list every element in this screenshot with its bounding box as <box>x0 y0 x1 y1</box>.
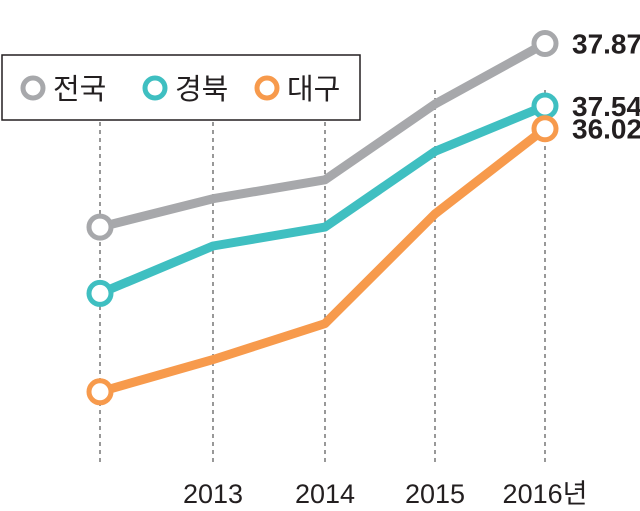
series-line-daegu <box>95 124 550 397</box>
legend-label-national: 전국 <box>53 72 106 106</box>
legend-label-daegu: 대구 <box>287 72 340 106</box>
series-line-national <box>95 39 550 232</box>
series-lines <box>95 39 550 397</box>
point-national-2016 <box>531 30 559 57</box>
legend-label-gyeongbuk: 경북 <box>175 72 228 106</box>
x-tick-2016: 2016년 <box>503 479 588 509</box>
point-gyeongbuk-2016 <box>531 92 559 120</box>
point-national-2012 <box>86 213 114 241</box>
x-tick-2013: 2013 <box>183 479 243 509</box>
grid-lines <box>99 90 546 462</box>
value-label-daegu: 36.02 <box>572 114 640 145</box>
data-markers <box>86 30 559 406</box>
x-axis-tick-labels: 2013 2014 2015 2016년 <box>183 479 587 509</box>
value-label-national: 37.87 <box>572 29 640 60</box>
legend-marker-national <box>20 75 46 101</box>
legend: 전국 경북 대구 <box>1 54 361 121</box>
value-label-gyeongbuk: 37.54 <box>572 91 640 122</box>
x-tick-2014: 2014 <box>295 479 355 509</box>
series-line-gyeongbuk <box>95 101 550 298</box>
point-daegu-2012 <box>86 378 114 406</box>
point-daegu-2016 <box>531 115 559 143</box>
legend-box <box>1 54 361 121</box>
legend-marker-daegu <box>254 75 280 101</box>
legend-marker-gyeongbuk <box>142 75 168 101</box>
x-tick-2015: 2015 <box>405 479 465 509</box>
point-gyeongbuk-2012 <box>86 279 114 307</box>
